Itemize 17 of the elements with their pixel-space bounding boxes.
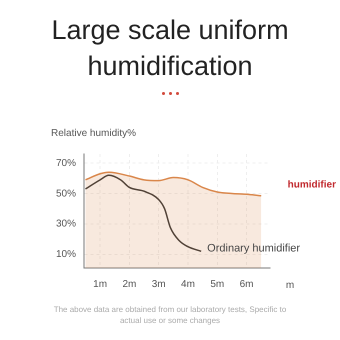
series-label: Ordinary humidifier <box>207 242 300 254</box>
y-tick-label: 70% <box>56 158 76 169</box>
y-tick-label: 50% <box>56 188 76 200</box>
x-tick-label: 3m <box>152 278 166 290</box>
x-tick-label: 2m <box>122 278 136 290</box>
y-tick-label: 30% <box>56 218 76 230</box>
chart-title: Large scale uniform humidification <box>50 14 290 83</box>
x-tick-label: 1m <box>93 278 108 290</box>
x-tick-label: 4m <box>181 278 195 290</box>
x-tick-label: 6m <box>240 278 254 290</box>
text: humidifier <box>288 180 336 191</box>
line-series <box>84 174 202 252</box>
y-tick-label: 10% <box>56 249 76 260</box>
text: The above data are obtained from our laboratory tests, Specific to actual use or some changes <box>52 304 288 326</box>
x-axis-title: m <box>286 280 294 291</box>
x-tick-label: 5m <box>210 278 224 290</box>
y-axis-title: Relative humidity% <box>51 128 136 139</box>
